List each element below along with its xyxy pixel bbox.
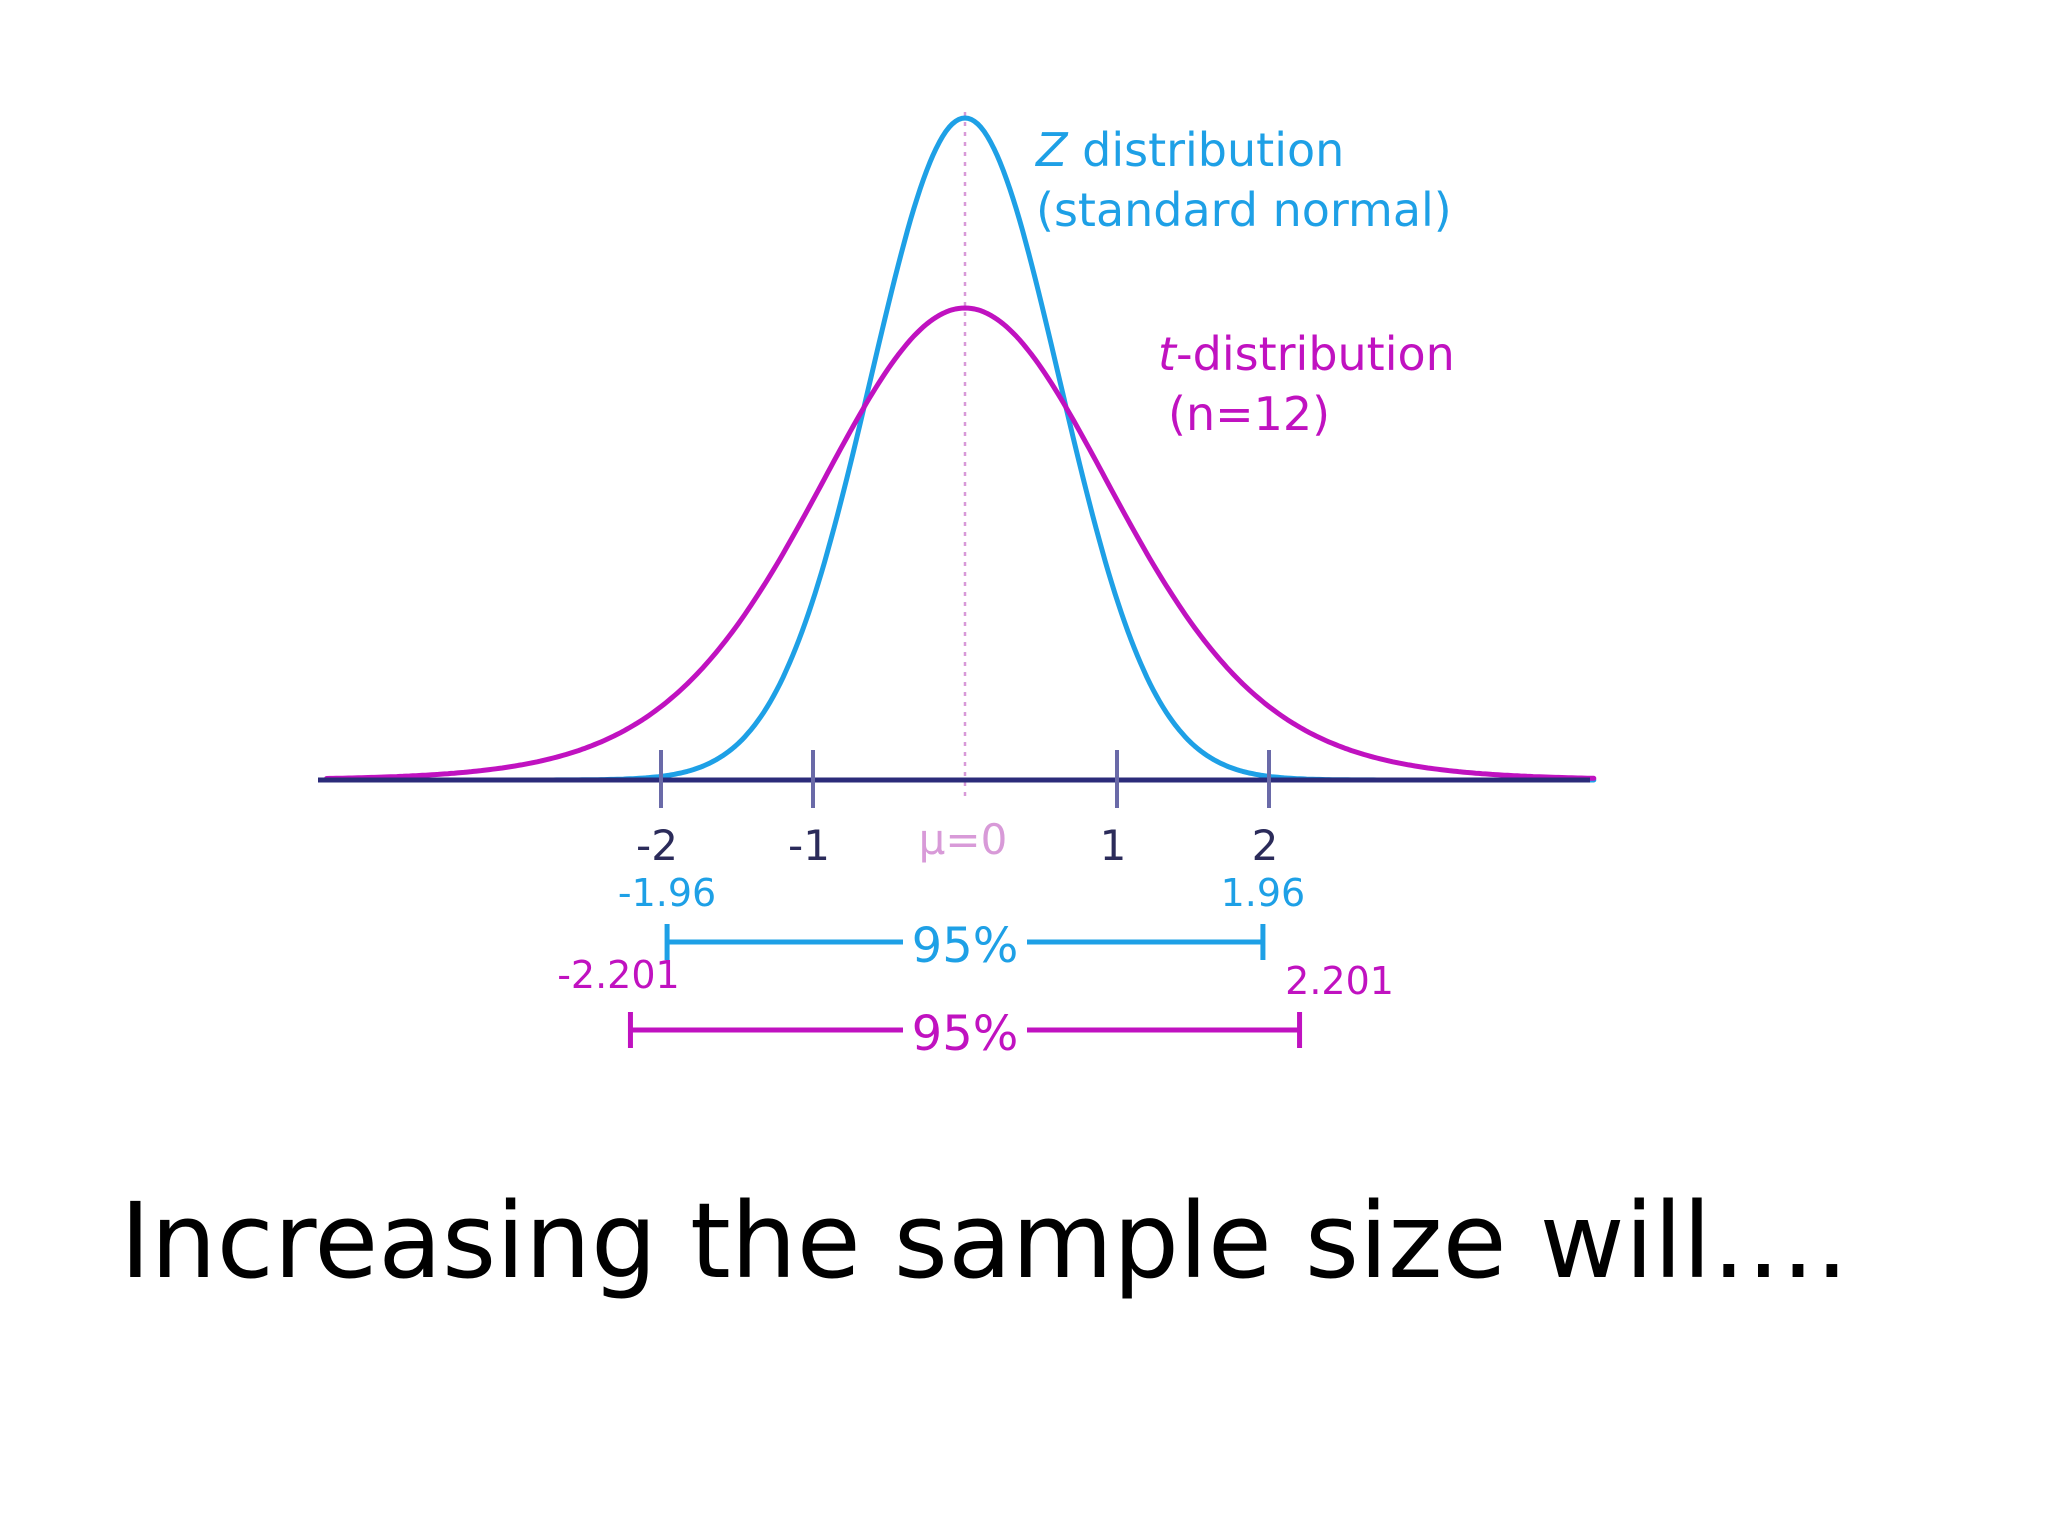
series-label-line2: (standard normal) bbox=[1036, 183, 1452, 237]
ci-high-label: 1.96 bbox=[1221, 871, 1306, 915]
caption-text: Increasing the sample size will…. bbox=[120, 1180, 1849, 1302]
ci-high-label: 2.201 bbox=[1285, 959, 1394, 1003]
confidence-intervals: 95% -1.96 1.96 95% -2.201 2.201 bbox=[557, 871, 1394, 1062]
curve-t bbox=[324, 305, 1597, 781]
x-ticks: -2 -1 1 2 μ=0 bbox=[636, 750, 1278, 870]
series-label-symbol: t bbox=[1158, 327, 1178, 381]
ci-percent-label: 95% bbox=[912, 918, 1019, 974]
x-tick-label: -1 bbox=[788, 821, 830, 870]
ci-percent-label: 95% bbox=[912, 1006, 1019, 1062]
series-label-name: -distribution bbox=[1176, 327, 1455, 381]
series-label-symbol: Z bbox=[1034, 123, 1069, 177]
x-tick-label: 1 bbox=[1100, 821, 1127, 870]
series-label-line2: (n=12) bbox=[1168, 387, 1330, 441]
series-label-name: distribution bbox=[1068, 123, 1345, 177]
x-tick-label: -2 bbox=[636, 821, 678, 870]
x-tick-label: 2 bbox=[1252, 821, 1279, 870]
mean-label: μ=0 bbox=[919, 815, 1008, 864]
ci-low-label: -2.201 bbox=[557, 953, 680, 997]
series-label-line1: Z distribution bbox=[1034, 123, 1344, 177]
series-labels: Z distribution (standard normal) t-distrib… bbox=[1034, 123, 1455, 441]
ci-low-label: -1.96 bbox=[618, 871, 716, 915]
series-label-line1: t-distribution bbox=[1158, 327, 1455, 381]
